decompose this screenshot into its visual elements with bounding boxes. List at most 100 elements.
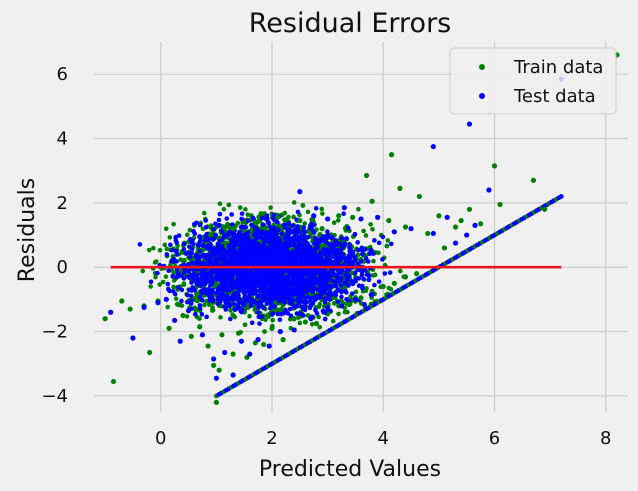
cloud-point [271, 246, 277, 252]
cloud-point [319, 268, 324, 274]
cloud-point [222, 304, 227, 309]
cloud-point [257, 247, 262, 253]
cloud-point [334, 279, 339, 285]
cloud-point [276, 261, 281, 267]
cloud-point [171, 221, 176, 227]
train-point [102, 316, 108, 322]
cloud-point [346, 283, 351, 288]
cloud-point [302, 241, 308, 246]
cloud-point [179, 298, 184, 304]
cloud-point [279, 290, 284, 295]
cloud-point [169, 247, 175, 253]
cloud-point [327, 297, 333, 302]
cloud-point [362, 302, 367, 307]
train-point [147, 349, 153, 356]
cloud-point [302, 221, 308, 226]
cloud-point [162, 242, 168, 248]
cloud-point [278, 286, 283, 292]
cloud-point [165, 281, 171, 287]
cloud-point [367, 250, 373, 256]
cloud-point [277, 299, 282, 304]
cloud-point [270, 216, 276, 221]
cloud-point [336, 311, 341, 317]
cloud-point [240, 288, 246, 293]
cloud-point [240, 283, 246, 289]
train-point [297, 217, 303, 224]
cloud-point [262, 237, 268, 243]
cloud-point [297, 320, 303, 326]
cloud-point [319, 206, 325, 212]
cloud-point [176, 233, 182, 238]
cloud-point [229, 212, 234, 217]
cloud-point [338, 270, 343, 276]
cloud-point [338, 241, 343, 247]
cloud-point [356, 267, 361, 273]
cloud-point [217, 201, 223, 206]
train-point [127, 306, 133, 312]
cloud-point [245, 280, 250, 286]
cloud-point [269, 312, 275, 317]
cloud-point [218, 299, 223, 304]
cloud-point [271, 212, 277, 218]
cloud-point [184, 314, 190, 319]
cloud-point [376, 240, 382, 246]
cloud-point [182, 258, 187, 263]
cloud-point [347, 273, 352, 279]
cloud-point [355, 247, 361, 253]
cloud-point [181, 246, 187, 252]
cloud-point [187, 254, 193, 260]
cloud-point [206, 286, 211, 292]
cloud-point [259, 314, 265, 320]
cloud-point [292, 291, 298, 297]
cloud-point [372, 238, 377, 243]
cloud-point [339, 289, 344, 295]
cloud-point [312, 240, 317, 246]
cloud-point [249, 222, 254, 228]
cloud-point [184, 299, 190, 305]
cloud-point [203, 218, 209, 223]
cloud-point [210, 287, 215, 293]
cloud-point [313, 307, 318, 313]
cloud-point [174, 252, 180, 257]
cloud-point [227, 275, 232, 281]
cloud-point [301, 299, 307, 305]
cloud-point [274, 275, 279, 281]
cloud-point [308, 276, 314, 282]
train-point [319, 226, 325, 232]
cloud-point [247, 268, 253, 274]
cloud-point [203, 225, 209, 230]
cloud-point [333, 239, 339, 245]
cloud-point [298, 260, 304, 266]
cloud-point [353, 279, 358, 284]
cloud-point [266, 239, 272, 245]
cloud-point [316, 314, 321, 320]
cloud-point [170, 273, 175, 279]
cloud-point [267, 282, 273, 288]
cloud-point [270, 240, 276, 245]
cloud-point [269, 250, 275, 255]
cloud-point [240, 238, 245, 243]
cloud-point [301, 313, 306, 318]
cloud-point [235, 293, 241, 299]
cloud-point [191, 228, 196, 234]
cloud-point [262, 257, 267, 263]
cloud-point [270, 317, 275, 323]
cloud-point [140, 268, 146, 274]
cloud-point [333, 253, 339, 259]
cloud-point [361, 228, 366, 234]
cloud-point [285, 310, 291, 316]
cloud-point [327, 285, 332, 291]
train-point [219, 332, 225, 338]
cloud-point [282, 225, 288, 231]
cloud-point [259, 230, 264, 236]
cloud-point [279, 231, 285, 237]
cloud-point [388, 241, 394, 247]
cloud-point [164, 246, 170, 252]
train-point [174, 301, 181, 307]
cloud-point [305, 243, 311, 249]
train-point [119, 298, 125, 304]
cloud-point [222, 251, 228, 256]
train-point [208, 232, 214, 238]
boundary-point [558, 194, 564, 199]
train-point [291, 316, 297, 322]
